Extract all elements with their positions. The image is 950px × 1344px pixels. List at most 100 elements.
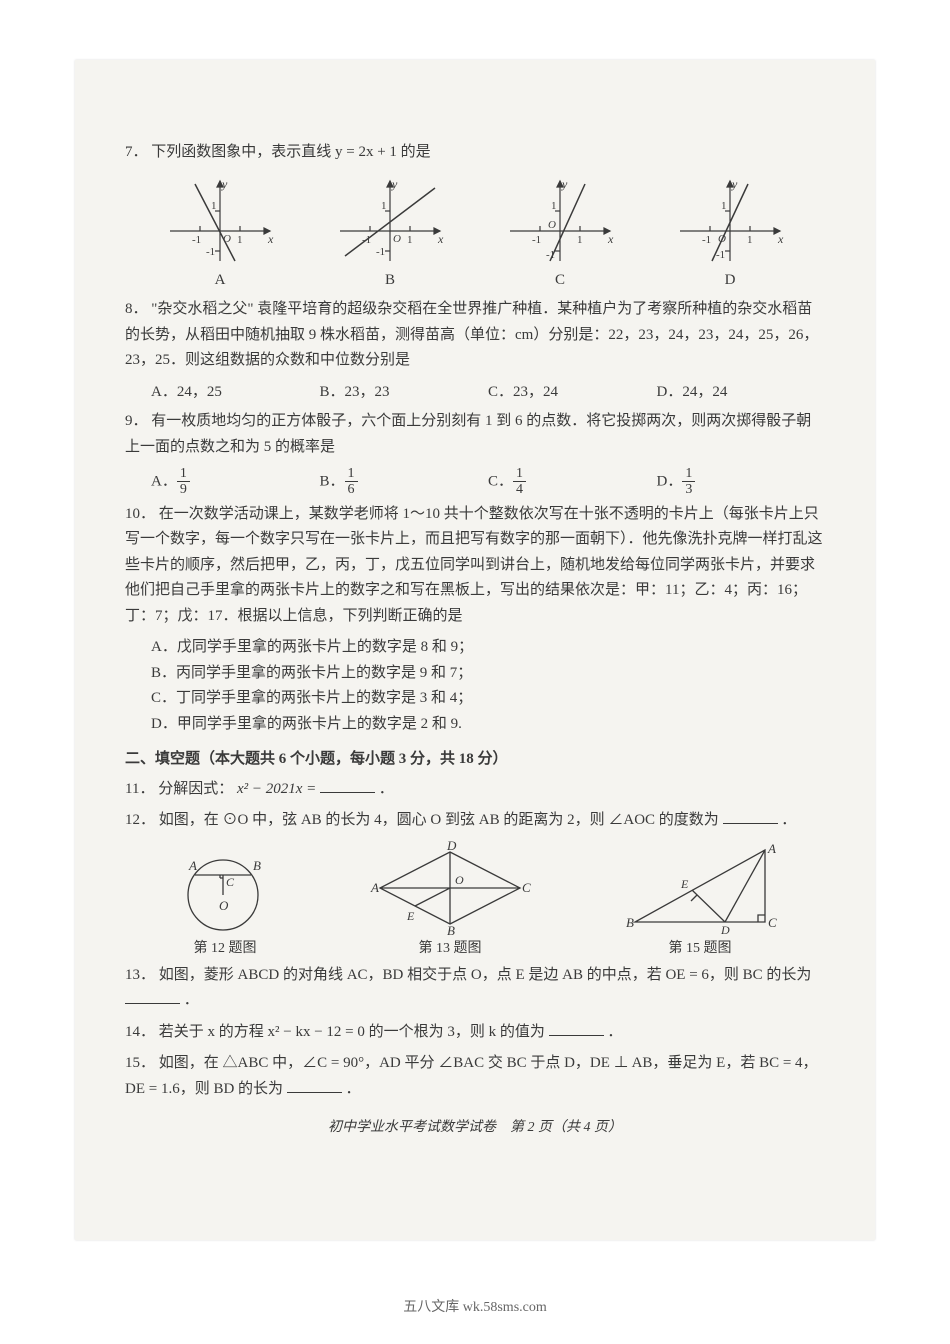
question-8: 8． "杂交水稻之父" 袁隆平培育的超级杂交稻在全世界推广种植．某种植户为了考察… [125, 297, 825, 374]
svg-text:C: C [522, 880, 531, 895]
page-footer: 初中学业水平考试数学试卷 第 2 页（共 4 页） [125, 1116, 825, 1140]
q7-label-d: D [650, 268, 810, 294]
q11-text-a: 分解因式： [158, 781, 233, 797]
svg-text:A: A [188, 858, 197, 873]
q7-num: 7． [125, 144, 148, 160]
q8-num: 8． [125, 301, 148, 317]
q9-c-label: C． [488, 473, 513, 489]
q14-num: 14． [125, 1024, 155, 1040]
q9-opt-b: B．16 [320, 466, 489, 498]
q9-opt-d: D．13 [657, 466, 826, 498]
q14-tail: ． [607, 1024, 622, 1040]
q10-sub-c: C．丁同学手里拿的两张卡片上的数字是 3 和 4； [125, 686, 825, 712]
svg-text:O: O [548, 219, 556, 231]
q7-label-a: A [140, 268, 300, 294]
q10-text: 在一次数学活动课上，某数学老师将 1～10 共十个整数依次写在十张不透明的卡片上… [125, 506, 823, 624]
svg-text:1: 1 [577, 234, 583, 246]
svg-text:y: y [391, 177, 398, 191]
q13-text: 如图，菱形 ABCD 的对角线 AC，BD 相交于点 O，点 E 是边 AB 的… [159, 967, 812, 983]
frac-icon: 14 [513, 466, 526, 498]
q14-text: 若关于 x 的方程 x² − kx − 12 = 0 的一个根为 3，则 k 的… [159, 1024, 545, 1040]
q8-opt-c: C．23，24 [488, 380, 657, 406]
svg-text:A: A [370, 880, 379, 895]
q7-graph-c: y x O 1 1 -1 -1 C [480, 176, 640, 294]
svg-text:1: 1 [721, 200, 727, 212]
svg-text:O: O [718, 233, 726, 245]
question-9: 9． 有一枚质地均匀的正方体骰子，六个面上分别刻有 1 到 6 的点数．将它投掷… [125, 409, 825, 460]
svg-text:1: 1 [211, 200, 217, 212]
q15-tail: ． [346, 1081, 361, 1097]
svg-text:1: 1 [551, 200, 557, 212]
question-13: 13． 如图，菱形 ABCD 的对角线 AC，BD 相交于点 O，点 E 是边 … [125, 963, 825, 1014]
svg-text:B: B [626, 915, 634, 930]
svg-text:x: x [267, 232, 274, 246]
svg-text:-1: -1 [362, 234, 371, 246]
q8-opt-a: A．24，25 [151, 380, 320, 406]
q9-a-label: A． [151, 473, 177, 489]
svg-text:y: y [731, 177, 738, 191]
q15-num: 15． [125, 1055, 155, 1071]
q12-num: 12． [125, 812, 155, 828]
q13-num: 13． [125, 967, 155, 983]
question-15: 15． 如图，在 △ABC 中，∠C = 90°，AD 平分 ∠BAC 交 BC… [125, 1051, 825, 1102]
q9-options: A．19 B．16 C．14 D．13 [125, 466, 825, 498]
svg-text:1: 1 [381, 200, 387, 212]
svg-text:-1: -1 [546, 249, 555, 261]
q8-options: A．24，25 B．23，23 C．23，24 D．24，24 [125, 380, 825, 406]
q11-tail: ． [379, 781, 394, 797]
q8-text: "杂交水稻之父" 袁隆平培育的超级杂交稻在全世界推广种植．某种植户为了考察所种植… [125, 301, 818, 368]
q9-b-label: B． [320, 473, 345, 489]
question-7: 7． 下列函数图象中，表示直线 y = 2x + 1 的是 [125, 140, 825, 166]
svg-text:D: D [446, 840, 457, 853]
svg-text:-1: -1 [716, 249, 725, 261]
q7-label-c: C [480, 268, 640, 294]
svg-text:O: O [223, 233, 231, 245]
svg-text:A: A [767, 841, 776, 856]
q9-num: 9． [125, 413, 148, 429]
svg-text:-1: -1 [376, 246, 385, 258]
question-12: 12． 如图，在 ⊙O 中，弦 AB 的长为 4，圆心 O 到弦 AB 的距离为… [125, 808, 825, 834]
figure-13: D A C B O E 第 13 题图 [365, 840, 535, 961]
svg-text:1: 1 [407, 234, 413, 246]
svg-text:C: C [226, 875, 235, 889]
frac-icon: 13 [682, 466, 695, 498]
q11-blank [320, 778, 375, 793]
svg-text:B: B [447, 923, 455, 935]
svg-text:D: D [720, 923, 730, 935]
svg-text:C: C [768, 915, 777, 930]
q9-d-label: D． [657, 473, 683, 489]
q7-graph-a: y x O 1 1 -1 -1 A [140, 176, 300, 294]
svg-text:-1: -1 [532, 234, 541, 246]
question-11: 11． 分解因式： x² − 2021x = ． [125, 777, 825, 803]
svg-text:y: y [221, 177, 228, 191]
svg-text:-1: -1 [206, 246, 215, 258]
q7-graphs: y x O 1 1 -1 -1 A y x [125, 172, 825, 294]
q9-opt-c: C．14 [488, 466, 657, 498]
fig12-label: 第 12 题图 [165, 937, 285, 961]
q10-sub-d: D．甲同学手里拿的两张卡片上的数字是 2 和 9. [125, 712, 825, 738]
svg-text:E: E [680, 877, 689, 891]
svg-text:x: x [607, 232, 614, 246]
q13-tail: ． [184, 992, 199, 1008]
q7-graph-d: y x O 1 1 -1 -1 D [650, 176, 810, 294]
q12-tail: ． [781, 812, 796, 828]
svg-text:O: O [393, 233, 401, 245]
frac-icon: 16 [345, 466, 358, 498]
watermark-text: 五八文库 wk.58sms.com [0, 1296, 950, 1316]
svg-text:B: B [253, 858, 261, 873]
svg-text:1: 1 [747, 234, 753, 246]
fig15-label: 第 15 题图 [615, 937, 785, 961]
figure-15: A B C D E 第 15 题图 [615, 840, 785, 961]
q15-blank [287, 1078, 342, 1093]
svg-text:O: O [455, 873, 464, 887]
q14-blank [549, 1021, 604, 1036]
q7-label-b: B [310, 268, 470, 294]
q9-text: 有一枚质地均匀的正方体骰子，六个面上分别刻有 1 到 6 的点数．将它投掷两次，… [125, 413, 811, 455]
question-14: 14． 若关于 x 的方程 x² − kx − 12 = 0 的一个根为 3，则… [125, 1020, 825, 1046]
q15-text: 如图，在 △ABC 中，∠C = 90°，AD 平分 ∠BAC 交 BC 于点 … [125, 1055, 818, 1097]
svg-text:y: y [561, 177, 568, 191]
q8-opt-b: B．23，23 [320, 380, 489, 406]
q12-text: 如图，在 ⊙O 中，弦 AB 的长为 4，圆心 O 到弦 AB 的距离为 2，则… [159, 812, 719, 828]
figures-row: A B C O 第 12 题图 D A C B O E [125, 840, 825, 961]
q7-graph-b: y x O 1 1 -1 -1 B [310, 176, 470, 294]
